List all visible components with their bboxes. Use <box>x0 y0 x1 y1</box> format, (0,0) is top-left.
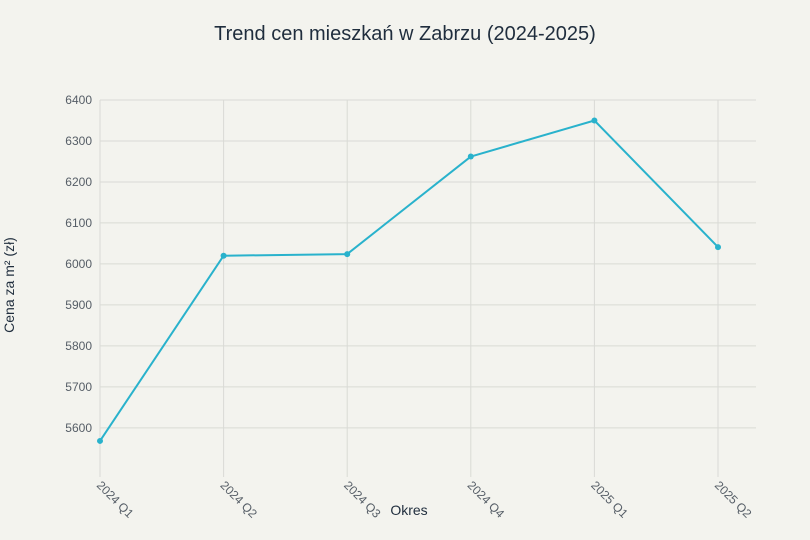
x-tick-label: 2024 Q1 <box>94 478 137 521</box>
chart-title: Trend cen mieszkań w Zabrzu (2024-2025) <box>214 23 596 45</box>
data-point[interactable] <box>344 251 351 258</box>
y-axis-label: Cena za m² (zł) <box>1 237 17 333</box>
y-tick-label: 5600 <box>65 421 92 435</box>
y-tick-label: 6100 <box>65 216 92 230</box>
x-axis-label: Okres <box>390 502 427 518</box>
y-tick-label: 5900 <box>65 298 92 312</box>
grid <box>99 99 756 477</box>
x-tick-label: 2025 Q1 <box>588 478 631 521</box>
x-tick-label: 2025 Q2 <box>712 478 755 521</box>
data-point[interactable] <box>467 153 474 160</box>
data-point[interactable] <box>220 252 227 259</box>
x-tick-label: 2024 Q2 <box>217 478 260 521</box>
data-point[interactable] <box>97 437 103 444</box>
data-point[interactable] <box>715 244 721 251</box>
y-tick-label: 5800 <box>65 339 92 353</box>
y-tick-label: 6400 <box>65 93 92 107</box>
x-tick-label: 2024 Q4 <box>465 478 508 521</box>
y-tick-label: 6300 <box>65 134 92 148</box>
y-tick-label: 6000 <box>65 257 92 271</box>
y-tick-label: 6200 <box>65 175 92 189</box>
series-area <box>97 117 721 444</box>
series-line <box>99 119 719 442</box>
data-point[interactable] <box>591 117 598 124</box>
y-tick-label: 5700 <box>65 380 92 394</box>
y-axis-ticks: 5600 5700 5800 5900 6000 6100 6200 6300 6400 <box>65 93 92 435</box>
x-tick-label: 2024 Q3 <box>341 478 384 521</box>
